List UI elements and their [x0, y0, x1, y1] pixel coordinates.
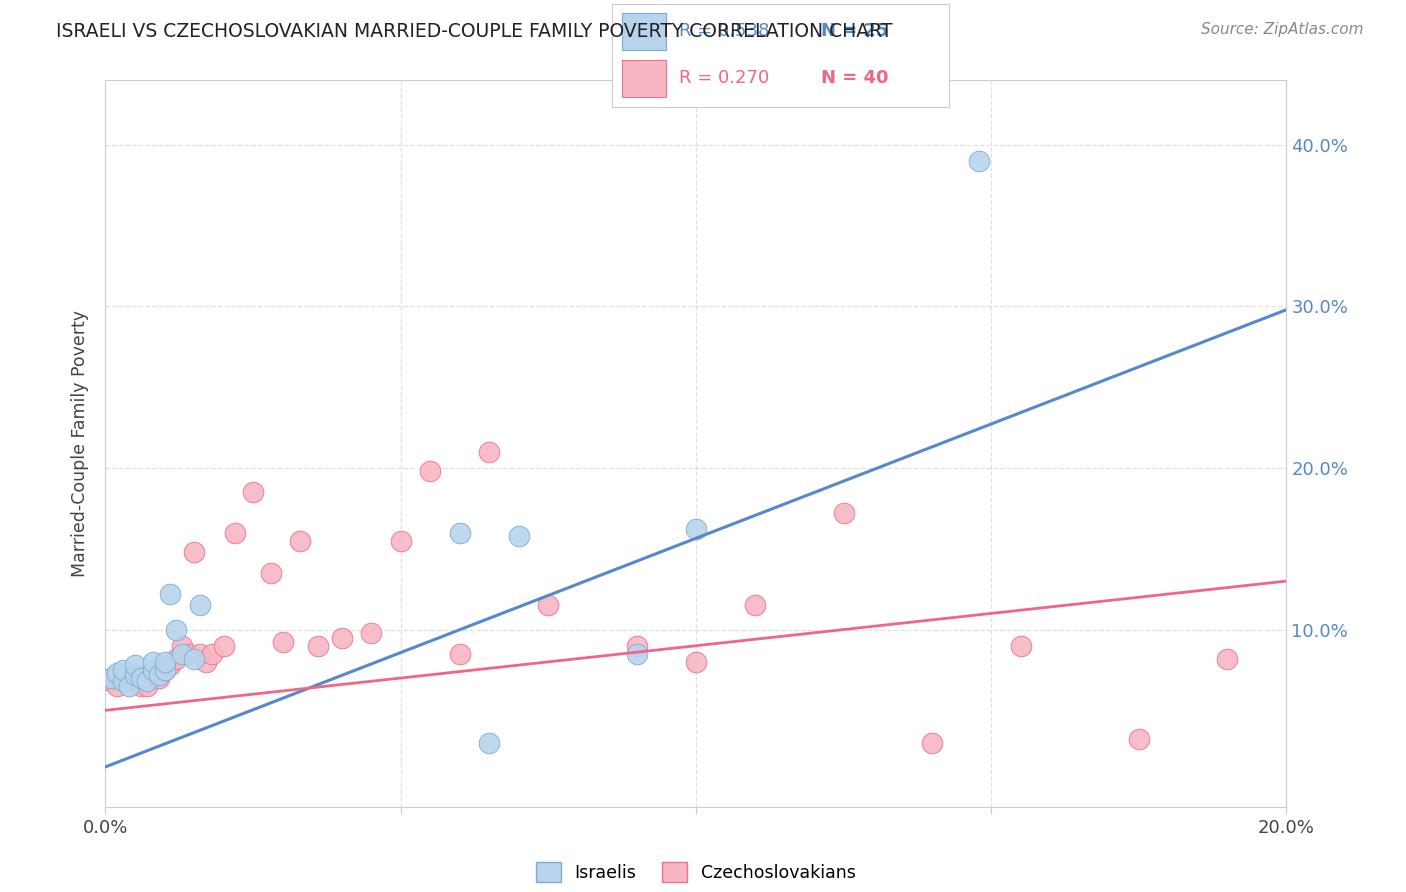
Point [153, 663, 176, 677]
Point [100, 674, 122, 689]
Point [142, 663, 165, 677]
Point [183, 545, 205, 559]
Point [188, 647, 211, 661]
Point [153, 663, 176, 677]
Point [105, 679, 128, 693]
Point [271, 635, 294, 649]
Point [118, 667, 141, 681]
Text: N = 40: N = 40 [821, 70, 889, 87]
Bar [621, 12, 665, 50]
Point [307, 639, 329, 653]
Point [1128, 732, 1150, 747]
Point [260, 566, 283, 580]
Point [148, 667, 170, 681]
Point [118, 679, 141, 693]
Point [212, 639, 235, 653]
Point [290, 533, 312, 548]
Legend: Israelis, Czechoslovakians: Israelis, Czechoslovakians [536, 863, 856, 882]
Text: N = 25: N = 25 [821, 22, 889, 40]
Text: ISRAELI VS CZECHOSLOVAKIAN MARRIED-COUPLE FAMILY POVERTY CORRELATION CHART: ISRAELI VS CZECHOSLOVAKIAN MARRIED-COUPL… [56, 22, 893, 41]
Point [419, 464, 441, 478]
Point [159, 587, 181, 601]
Point [112, 674, 135, 689]
Point [626, 647, 648, 661]
Point [172, 639, 194, 653]
Point [142, 655, 165, 669]
Point [172, 647, 194, 661]
Point [135, 679, 157, 693]
Point [100, 671, 122, 685]
Y-axis label: Married-Couple Family Poverty: Married-Couple Family Poverty [72, 310, 90, 577]
Point [626, 639, 648, 653]
Point [124, 674, 146, 689]
Point [124, 667, 146, 681]
Point [1010, 639, 1032, 653]
Point [360, 625, 382, 640]
Point [832, 506, 855, 520]
Point [129, 671, 152, 685]
Point [744, 599, 766, 613]
Point [478, 736, 501, 750]
Point [165, 651, 187, 665]
Point [508, 529, 530, 543]
Point [478, 445, 501, 459]
Point [148, 671, 170, 685]
Point [183, 651, 205, 665]
Point [112, 663, 135, 677]
Point [142, 667, 165, 681]
Point [921, 736, 943, 750]
Point [159, 658, 181, 673]
Point [537, 599, 560, 613]
Point [969, 154, 991, 169]
Point [188, 599, 211, 613]
Point [201, 647, 224, 661]
Point [129, 679, 152, 693]
Point [124, 658, 146, 673]
Point [685, 655, 707, 669]
Point [135, 674, 157, 689]
Point [153, 655, 176, 669]
Point [449, 647, 471, 661]
Point [449, 525, 471, 540]
Point [389, 533, 412, 548]
Bar [621, 60, 665, 96]
Point [330, 631, 353, 645]
Point [177, 647, 200, 661]
Text: R = 0.270: R = 0.270 [679, 70, 769, 87]
Point [105, 666, 128, 681]
Point [194, 655, 217, 669]
Point [1216, 651, 1239, 665]
Point [685, 522, 707, 536]
Point [112, 671, 135, 685]
Point [242, 485, 264, 500]
Text: Source: ZipAtlas.com: Source: ZipAtlas.com [1201, 22, 1364, 37]
Point [224, 525, 246, 540]
Text: R = 0.538: R = 0.538 [679, 22, 769, 40]
Point [165, 623, 187, 637]
